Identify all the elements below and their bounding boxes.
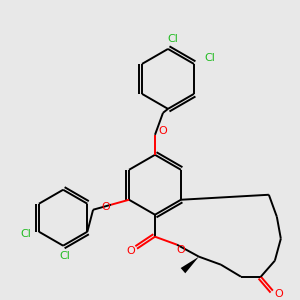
Text: O: O (102, 202, 110, 212)
Text: O: O (274, 289, 283, 298)
Text: Cl: Cl (167, 34, 178, 44)
Text: Cl: Cl (204, 53, 215, 63)
Polygon shape (181, 257, 199, 273)
Text: O: O (177, 245, 185, 255)
Text: O: O (127, 246, 135, 256)
Text: Cl: Cl (20, 229, 31, 239)
Text: Cl: Cl (60, 251, 70, 261)
Text: O: O (159, 126, 167, 136)
